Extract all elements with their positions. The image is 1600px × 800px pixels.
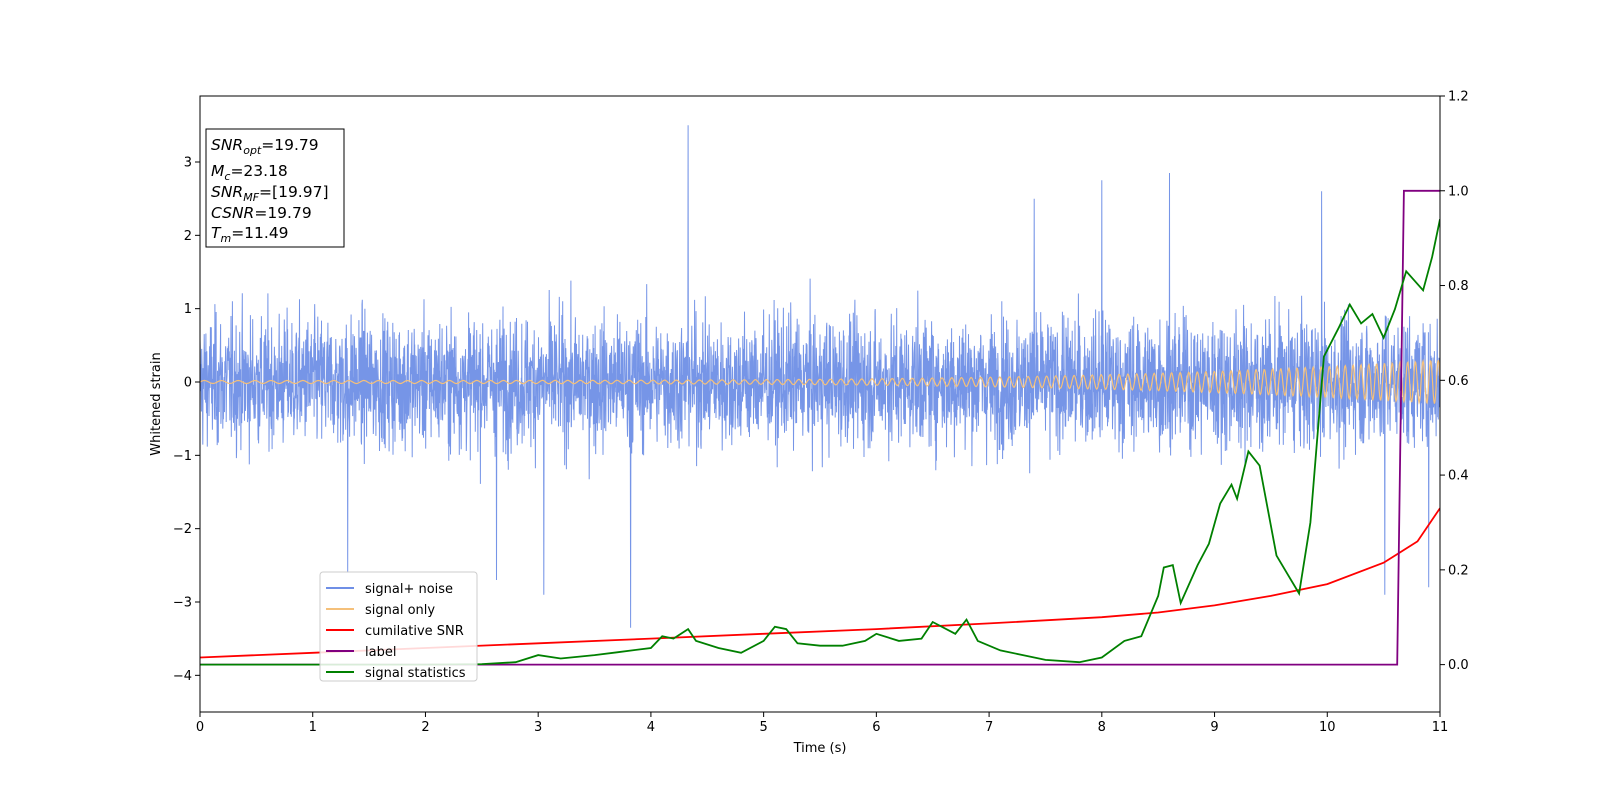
y-right-tick-label: 0.8 — [1448, 279, 1469, 294]
series-group — [200, 125, 1440, 666]
axes-frame — [199, 95, 1441, 713]
x-tick-label: 6 — [872, 720, 880, 735]
y-right-tick-label: 0.2 — [1448, 563, 1469, 578]
legend-items: signal+ noise signal only cumilative SNR la… — [326, 582, 466, 681]
legend: signal+ noise signal only cumilative SNR la… — [319, 571, 478, 682]
legend-label: signal only — [365, 603, 435, 618]
plot-area — [200, 125, 1440, 666]
y-tick-label: −3 — [173, 596, 192, 611]
info-box-line: Mc=23.18 — [211, 162, 288, 183]
info-symbol: T — [211, 224, 222, 242]
series-label-line — [200, 189, 1440, 666]
info-value: =23.18 — [230, 162, 287, 180]
x-tick-label: 0 — [196, 720, 204, 735]
info-subscript: m — [220, 232, 231, 245]
x-tick-label: 1 — [309, 720, 317, 735]
x-tick-label: 5 — [759, 720, 767, 735]
x-tick-label: 10 — [1319, 720, 1336, 735]
x-tick-label: 3 — [534, 720, 542, 735]
y-tick-label: 1 — [184, 302, 192, 317]
info-box: SNRopt=19.79Mc=23.18SNRMF=[19.97]CSNR=19… — [205, 128, 345, 248]
x-tick-label: 4 — [647, 720, 655, 735]
y-tick-label: 3 — [184, 156, 192, 171]
x-axis-label: Time (s) — [793, 741, 847, 756]
x-tick-label: 9 — [1210, 720, 1218, 735]
series-signal-statistics-line — [200, 219, 1440, 666]
info-value: =[19.97] — [259, 183, 328, 201]
info-value: =19.79 — [254, 204, 311, 222]
info-value: =19.79 — [261, 136, 318, 154]
series-signal-only-line — [200, 358, 1440, 405]
info-symbol: SNR — [211, 136, 243, 154]
x-tick-label: 8 — [1098, 720, 1106, 735]
x-tick-label: 11 — [1432, 720, 1449, 735]
y-tick-label: 0 — [184, 376, 192, 391]
info-symbol: M — [211, 162, 224, 180]
legend-label: signal statistics — [365, 666, 466, 681]
y-axis-label: Whitened strain — [149, 352, 164, 455]
info-symbol: SNR — [211, 183, 243, 201]
y-tick-label: −4 — [173, 669, 192, 684]
y-right-tick-label: 1.2 — [1448, 90, 1469, 105]
y-right-tick-label: 0.6 — [1448, 374, 1469, 389]
info-box-line: SNRopt=19.79 — [211, 136, 319, 157]
series-cumulative-snr-line — [200, 507, 1440, 659]
info-subscript: MF — [243, 191, 259, 204]
info-box-line: SNRMF=[19.97] — [211, 183, 329, 204]
series-signal-noise-line — [200, 125, 1440, 628]
info-box-line: Tm=11.49 — [211, 224, 289, 245]
info-box-lines: SNRopt=19.79Mc=23.18SNRMF=[19.97]CSNR=19… — [211, 136, 329, 245]
x-tick-label: 7 — [985, 720, 993, 735]
y-tick-label: −1 — [173, 449, 192, 464]
legend-label: signal+ noise — [365, 582, 453, 597]
y-right-tick-label: 1.0 — [1448, 184, 1469, 199]
y-right-tick-label: 0.4 — [1448, 469, 1469, 484]
y-tick-label: −2 — [173, 522, 192, 537]
y-tick-label: 2 — [184, 229, 192, 244]
y-right-tick-label: 0.0 — [1448, 658, 1469, 673]
info-subscript: c — [224, 170, 230, 183]
legend-frame — [319, 571, 478, 682]
info-value: =11.49 — [231, 224, 288, 242]
legend-label: cumilative SNR — [365, 624, 464, 639]
legend-label: label — [365, 645, 396, 660]
info-subscript: opt — [243, 144, 262, 157]
x-tick-label: 2 — [421, 720, 429, 735]
info-box-frame — [205, 128, 345, 248]
info-box-line: CSNR=19.79 — [211, 204, 312, 222]
info-symbol: CSNR — [211, 204, 254, 222]
axis-ticks: 0 1 2 3 4 5 6 7 8 9 10 113210−1−2−3−40.00.20.40.60.… — [173, 90, 1469, 736]
